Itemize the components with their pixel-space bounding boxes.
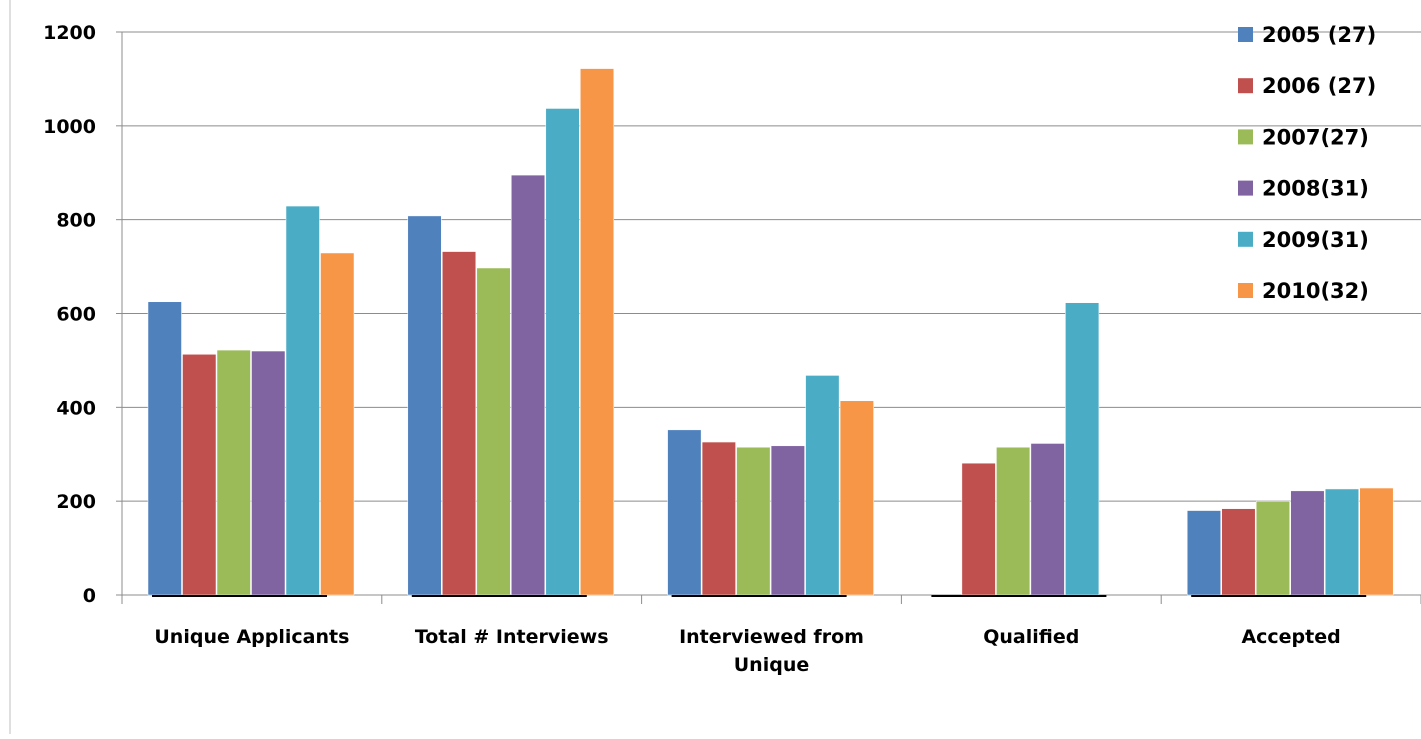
y-tick-label: 1200: [43, 22, 96, 44]
bar: [996, 446, 1031, 596]
legend-swatch: [1238, 129, 1253, 145]
bar: [545, 108, 580, 596]
bar: [701, 441, 736, 596]
y-tick-label: 200: [56, 491, 96, 513]
legend-swatch: [1238, 180, 1253, 196]
bar: [1290, 490, 1325, 596]
legend-swatch: [1238, 27, 1253, 42]
legend-label: 2005 (27): [1262, 23, 1376, 47]
bar: [1221, 508, 1256, 596]
bar: [1324, 488, 1359, 596]
bar: [961, 462, 996, 596]
legend-label: 2007(27): [1262, 125, 1369, 149]
legend-label: 2010(32): [1262, 279, 1369, 303]
bar: [407, 215, 442, 596]
legend-swatch: [1238, 231, 1253, 247]
bar: [580, 68, 615, 596]
bar: [1255, 500, 1290, 596]
bar: [770, 445, 805, 596]
bar: [147, 301, 182, 596]
bar: [1065, 302, 1100, 596]
bar: [805, 375, 840, 596]
bar: [1359, 487, 1394, 596]
x-tick-label: Accepted: [1241, 626, 1340, 648]
y-tick-label: 0: [83, 585, 96, 607]
bar: [511, 174, 546, 596]
x-tick-label: Unique Applicants: [154, 626, 349, 648]
y-tick-label: 400: [56, 397, 96, 419]
x-tick-label: Qualified: [983, 626, 1079, 648]
bar: [476, 267, 511, 596]
legend-label: 2006 (27): [1262, 74, 1376, 98]
x-tick-label: Unique: [734, 654, 809, 676]
bar: [1186, 510, 1221, 596]
bar: [442, 251, 477, 596]
bar: [320, 252, 355, 596]
y-tick-label: 600: [56, 304, 96, 326]
x-tick-label: Total # Interviews: [415, 626, 609, 648]
y-tick-label: 800: [56, 210, 96, 232]
bar: [1030, 443, 1065, 596]
legend-label: 2008(31): [1262, 177, 1369, 201]
bar: [182, 354, 217, 596]
bar: [285, 205, 320, 596]
y-tick-label: 1000: [43, 116, 96, 138]
bar: [736, 446, 771, 596]
bar: [251, 350, 286, 596]
x-tick-label: Interviewed from: [679, 626, 864, 648]
bar: [667, 429, 702, 596]
bar: [839, 400, 874, 596]
bar: [216, 349, 251, 596]
legend-swatch: [1238, 78, 1253, 94]
legend-swatch: [1238, 283, 1253, 298]
legend-label: 2009(31): [1262, 228, 1369, 252]
